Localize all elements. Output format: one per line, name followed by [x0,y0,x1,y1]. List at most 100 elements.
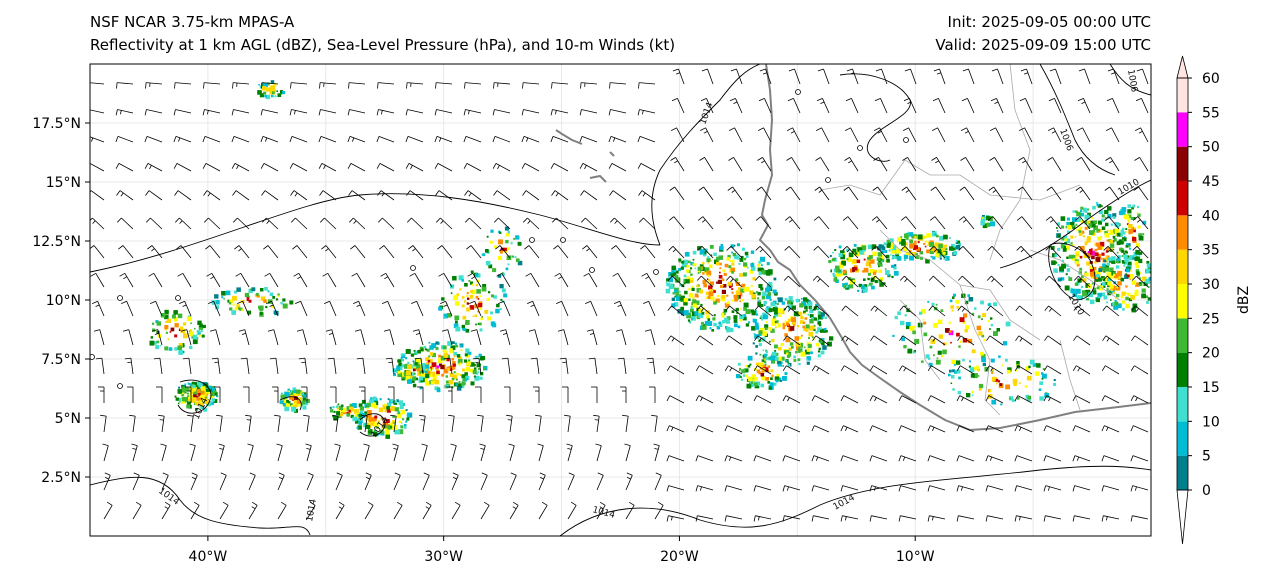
echo-pixel [1121,300,1125,304]
echo-pixel [1084,214,1090,220]
wind-barb [173,163,192,172]
echo-pixel [1135,269,1140,273]
echo-pixel [678,260,681,263]
wind-barb [811,485,830,492]
echo-pixel [870,259,875,264]
echo-pixel [713,252,717,257]
wind-barb [363,443,370,462]
wind-barb [1073,305,1091,317]
wind-barb [303,414,310,433]
echo-pixel [872,251,877,256]
echo-pixel [425,373,430,379]
echo-pixel [447,313,452,318]
echo-pixel [1072,210,1075,213]
echo-pixel [734,297,738,302]
echo-pixel [500,247,505,252]
wind-barb [182,357,192,375]
echo-pixel [743,262,748,267]
echo-pixel [164,328,167,331]
wind-barb [811,425,830,433]
wind-barb [528,329,540,346]
wind-barb [218,443,225,462]
echo-pixel [294,397,299,402]
echo-pixel [428,341,431,344]
echo-pixel [1113,304,1119,310]
wind-barb [231,109,250,116]
echo-pixel [430,371,436,377]
echo-pixel [761,359,765,362]
wind-barb [1101,395,1120,404]
echo-pixel [459,288,462,291]
wind-barb [899,275,917,288]
echo-pixel [1105,250,1109,253]
echo-pixel [453,355,456,358]
echo-pixel [798,336,802,340]
wind-barb [383,329,395,346]
wind-barb [353,300,366,317]
wind-barb [929,246,946,259]
colorbar-segment [1177,112,1188,147]
echo-pixel [205,396,207,399]
echo-pixel [751,294,756,299]
echo-pixel [744,368,749,373]
echo-pixel [808,325,814,331]
echo-pixel [987,320,990,322]
echo-pixel [1133,229,1136,233]
echo-pixel [766,262,770,266]
echo-pixel [713,322,717,327]
echo-pixel [1091,255,1095,260]
echo-pixel [729,260,732,263]
echo-pixel [481,316,483,318]
wind-barb [991,68,1004,85]
echo-pixel [980,300,984,305]
echo-pixel [982,215,985,218]
echo-pixel [380,417,384,421]
wind-barb [554,272,569,288]
wind-barb [1130,515,1149,522]
echo-pixel [855,252,858,255]
wind-barb [211,357,221,375]
echo-pixel [719,262,722,266]
echo-pixel [991,376,997,382]
echo-pixel [710,281,714,286]
echo-pixel [1135,249,1140,255]
echo-pixel [1094,248,1098,252]
echo-pixel [881,246,886,250]
wind-barb [783,335,801,346]
wind-barb [179,300,192,317]
echo-pixel [674,276,680,282]
wind-barb [869,395,888,404]
echo-pixel [1152,285,1157,290]
wind-barb [501,357,511,375]
echo-pixel [1126,223,1129,226]
echo-pixel [335,405,339,408]
echo-pixel [478,368,481,371]
echo-pixel [806,348,811,352]
colorbar-segment [1177,421,1188,456]
echo-pixel [192,334,198,340]
echo-pixel [692,258,695,261]
echo-pixel [189,345,193,350]
echo-pixel [397,372,403,378]
echo-pixel [289,390,292,393]
echo-pixel [721,294,726,299]
wind-barb [354,329,366,346]
echo-pixel [765,349,768,352]
echo-pixel [1094,261,1097,264]
echo-pixel [921,360,924,363]
echo-pixel [983,338,986,342]
echo-pixel [957,242,961,247]
wind-barb [441,329,453,346]
echo-pixel [721,289,726,294]
echo-pixel [264,95,267,98]
echo-pixel [1152,281,1156,285]
echo-pixel [956,369,961,374]
wind-barb [1130,365,1149,375]
echo-pixel [236,304,240,308]
echo-pixel [232,303,235,306]
echo-pixel [272,95,275,98]
echo-pixel [1053,382,1057,386]
echo-pixel [1002,341,1008,346]
wind-barb [1101,485,1120,492]
echo-pixel [774,311,778,315]
